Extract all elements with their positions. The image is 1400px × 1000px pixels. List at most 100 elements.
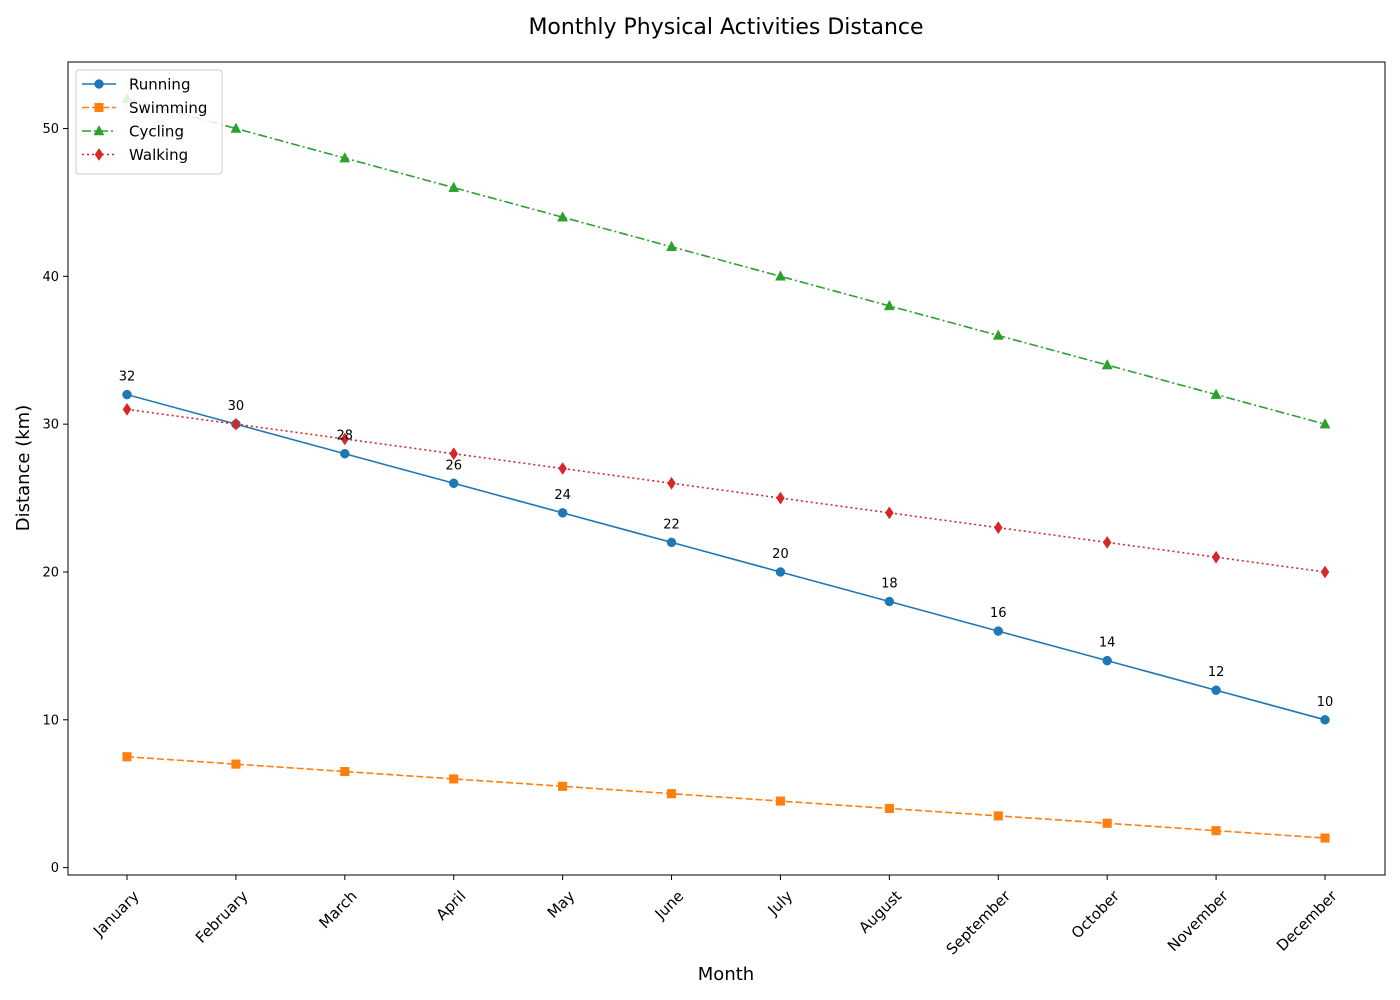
series-layer — [121, 92, 1331, 843]
data-point-walking — [1320, 565, 1330, 579]
data-point-running — [448, 478, 459, 489]
data-point-cycling — [666, 240, 677, 252]
data-point-running — [1320, 715, 1330, 725]
data-point-running — [666, 537, 677, 548]
data-point-walking — [340, 432, 350, 446]
data-point-cycling — [883, 299, 895, 311]
series-cycling — [121, 92, 1331, 429]
data-point-running — [557, 508, 568, 518]
data-label-running: 14 — [1099, 636, 1116, 651]
data-point-cycling — [557, 211, 569, 222]
series-running — [122, 389, 1330, 725]
legend-label-running: Running — [129, 76, 190, 94]
legend: Running Swimming Cycling Walking — [75, 69, 223, 175]
chart-title: Monthly Physical Activities Distance — [528, 15, 923, 40]
data-label-running: 10 — [1317, 695, 1334, 710]
data-label-running: 12 — [1208, 665, 1225, 680]
data-point-cycling — [992, 329, 1004, 340]
y-tick-label: 10 — [42, 713, 59, 728]
x-tick-label-february: February — [192, 887, 252, 947]
data-label-running: 22 — [663, 517, 680, 532]
y-tick-label: 0 — [51, 861, 59, 876]
legend-marker-running — [94, 79, 104, 89]
data-point-swimming — [231, 759, 241, 769]
series-line-walking — [126, 408, 1326, 573]
data-point-walking — [449, 447, 459, 461]
data-label-running: 24 — [554, 488, 571, 503]
data-label-running: 20 — [772, 547, 789, 562]
data-point-walking — [1211, 550, 1221, 564]
data-point-swimming — [666, 789, 677, 799]
data-label-running: 32 — [119, 370, 136, 385]
data-point-swimming — [1320, 833, 1330, 843]
legend-label-cycling: Cycling — [129, 123, 184, 141]
data-point-running — [1211, 685, 1221, 695]
legend-marker-swimming — [94, 102, 104, 113]
data-point-swimming — [993, 811, 1003, 821]
data-point-swimming — [340, 766, 350, 777]
x-tick-label-june: June — [651, 887, 688, 924]
data-point-swimming — [558, 781, 568, 791]
data-label-running: 16 — [990, 606, 1007, 621]
legend-item-cycling: Cycling — [82, 123, 184, 141]
data-label-running: 26 — [445, 458, 462, 473]
data-point-cycling — [448, 181, 460, 192]
data-point-cycling — [1210, 388, 1222, 399]
data-labels: 32 30 28 26 24 22 20 18 16 14 12 10 — [119, 370, 1334, 710]
data-point-swimming — [884, 803, 894, 814]
data-point-cycling — [339, 152, 351, 163]
data-point-walking — [776, 491, 785, 505]
x-tick-label-november: November — [1164, 886, 1232, 954]
data-label-running: 30 — [228, 399, 245, 414]
series-walking — [122, 402, 1330, 579]
data-point-walking — [231, 417, 241, 431]
data-point-running — [1102, 655, 1112, 666]
x-tick-label-january: January — [89, 887, 143, 941]
y-tick-label: 30 — [42, 418, 59, 433]
x-axis-label: Month — [698, 964, 754, 985]
legend-label-swimming: Swimming — [129, 99, 207, 117]
data-point-swimming — [775, 796, 786, 806]
x-tick-label-september: September — [943, 886, 1015, 958]
data-point-running — [340, 448, 350, 459]
data-point-swimming — [1211, 826, 1221, 836]
x-tick-label-april: April — [432, 887, 469, 924]
y-tick-label: 40 — [42, 270, 59, 285]
data-point-walking — [667, 476, 676, 490]
data-point-walking — [558, 462, 567, 475]
x-tick-label-august: August — [855, 887, 905, 937]
y-axis-label: Distance (km) — [13, 405, 34, 531]
data-point-cycling — [775, 270, 786, 281]
x-tick-label-october: October — [1068, 886, 1124, 942]
data-point-running — [122, 389, 132, 400]
data-point-cycling — [230, 122, 242, 133]
data-label-running: 28 — [337, 429, 354, 444]
data-point-swimming — [1102, 818, 1112, 828]
y-tick-label: 20 — [42, 565, 59, 580]
data-point-walking — [1102, 535, 1112, 549]
data-point-walking — [122, 402, 132, 416]
legend-marker-cycling — [93, 124, 105, 136]
data-point-cycling — [1319, 418, 1331, 429]
data-label-running: 18 — [881, 577, 898, 592]
y-axis: 0 10 20 30 40 50 — [42, 122, 68, 876]
legend-item-running: Running — [82, 76, 190, 94]
legend-item-walking: Walking — [82, 146, 188, 164]
legend-item-swimming: Swimming — [82, 99, 207, 117]
data-point-swimming — [449, 774, 459, 784]
x-tick-label-march: March — [316, 887, 361, 932]
x-tick-label-december: December — [1273, 886, 1341, 954]
series-swimming — [122, 752, 1330, 843]
legend-label-walking: Walking — [129, 146, 188, 164]
x-axis: January February March April May June July Augu… — [89, 875, 1341, 958]
data-point-walking — [885, 506, 894, 520]
legend-marker-walking — [94, 148, 104, 161]
series-line-swimming — [126, 755, 1326, 839]
y-tick-label: 50 — [42, 122, 59, 137]
x-tick-label-may: May — [544, 887, 579, 922]
data-point-cycling — [1101, 358, 1113, 370]
x-tick-label-july: July — [764, 887, 797, 920]
data-point-running — [884, 596, 895, 607]
data-point-swimming — [122, 752, 132, 762]
